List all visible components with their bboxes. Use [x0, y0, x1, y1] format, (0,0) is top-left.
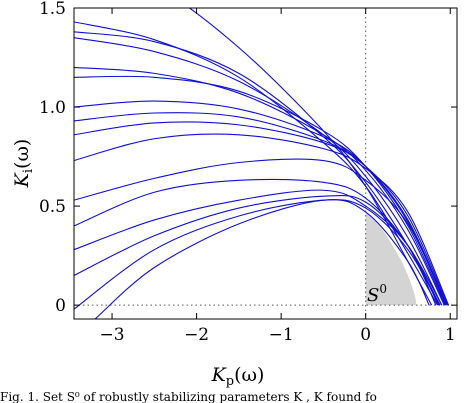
series-line-4	[74, 37, 443, 306]
shaded-region-s0	[365, 212, 417, 306]
series-line-6	[74, 75, 446, 306]
series-line-11	[74, 158, 448, 306]
x-tick-label: 1	[445, 325, 456, 345]
figure-caption: Fig. 1. Set S⁰ of robustly stabilizing p…	[0, 390, 377, 403]
x-axis-label: Kp(ω)	[211, 364, 265, 389]
y-tick-label: 0.5	[39, 197, 66, 217]
plot-frame	[73, 7, 458, 320]
series-line-10	[74, 133, 450, 306]
y-tick-label: 0	[55, 296, 66, 316]
region-label-s0: S0	[367, 282, 387, 306]
series-line-7	[74, 100, 447, 306]
x-tick-label: −3	[100, 325, 125, 345]
x-tick-label: −2	[184, 325, 209, 345]
series-line-15	[74, 199, 440, 310]
plot-area	[74, 8, 457, 319]
y-axis-label: Ki(ω)	[11, 139, 36, 189]
series-line-1	[188, 8, 433, 306]
series-line-16	[94, 199, 430, 319]
x-tick-label: −1	[269, 325, 294, 345]
x-tick-label: 0	[360, 325, 371, 345]
y-tick-label: 1.5	[39, 0, 66, 19]
axis-ticks: −3 −2 −1 0 1 0 0.5 1.0 1.5	[39, 0, 457, 345]
series-line-9	[74, 121, 449, 306]
series-line-14	[74, 194, 443, 306]
series-line-5	[74, 66, 445, 306]
series-line-8	[74, 112, 448, 306]
y-tick-label: 1.0	[39, 98, 66, 118]
